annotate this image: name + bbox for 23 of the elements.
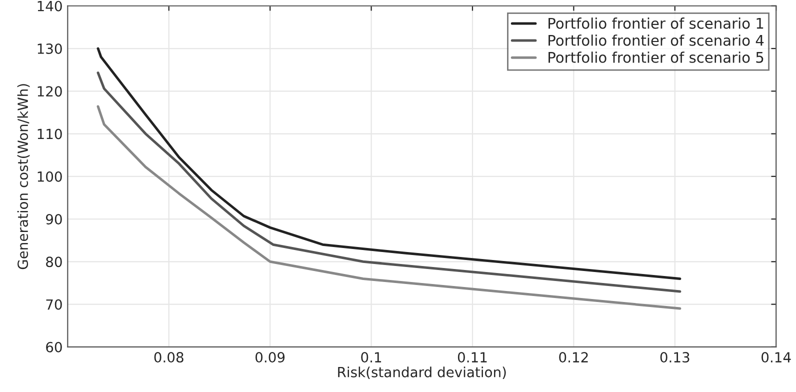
legend-label: Portfolio frontier of scenario 5 xyxy=(548,52,764,63)
y-tick-label: 110 xyxy=(38,128,62,140)
x-tick-label: 0.1 xyxy=(361,352,382,363)
line-series xyxy=(96,105,682,310)
x-tick-label: 0.11 xyxy=(458,352,487,363)
y-tick-label: 60 xyxy=(46,342,62,352)
legend-label: Portfolio frontier of scenario 1 xyxy=(548,18,764,29)
y-tick-label: 100 xyxy=(38,171,62,182)
y-tick-label: 130 xyxy=(38,43,62,54)
y-tick-label: 70 xyxy=(46,299,62,310)
x-tick-label: 0.14 xyxy=(762,352,791,363)
y-tick-label: 90 xyxy=(46,214,62,225)
x-tick-label: 0.08 xyxy=(154,352,184,363)
y-tick-label: 120 xyxy=(38,86,62,97)
x-tick-label: 0.12 xyxy=(559,352,588,363)
x-axis-title: Risk(standard deviation) xyxy=(338,366,506,379)
x-tick-label: 0.13 xyxy=(660,352,690,363)
legend-label: Portfolio frontier of scenario 4 xyxy=(548,34,764,46)
y-tick-label: 80 xyxy=(46,256,62,268)
x-tick-label: 0.09 xyxy=(256,352,285,363)
y-tick-label: 140 xyxy=(38,0,62,12)
y-axis-title: Generation cost(Won/kWh) xyxy=(17,84,30,270)
line-series xyxy=(96,72,682,293)
